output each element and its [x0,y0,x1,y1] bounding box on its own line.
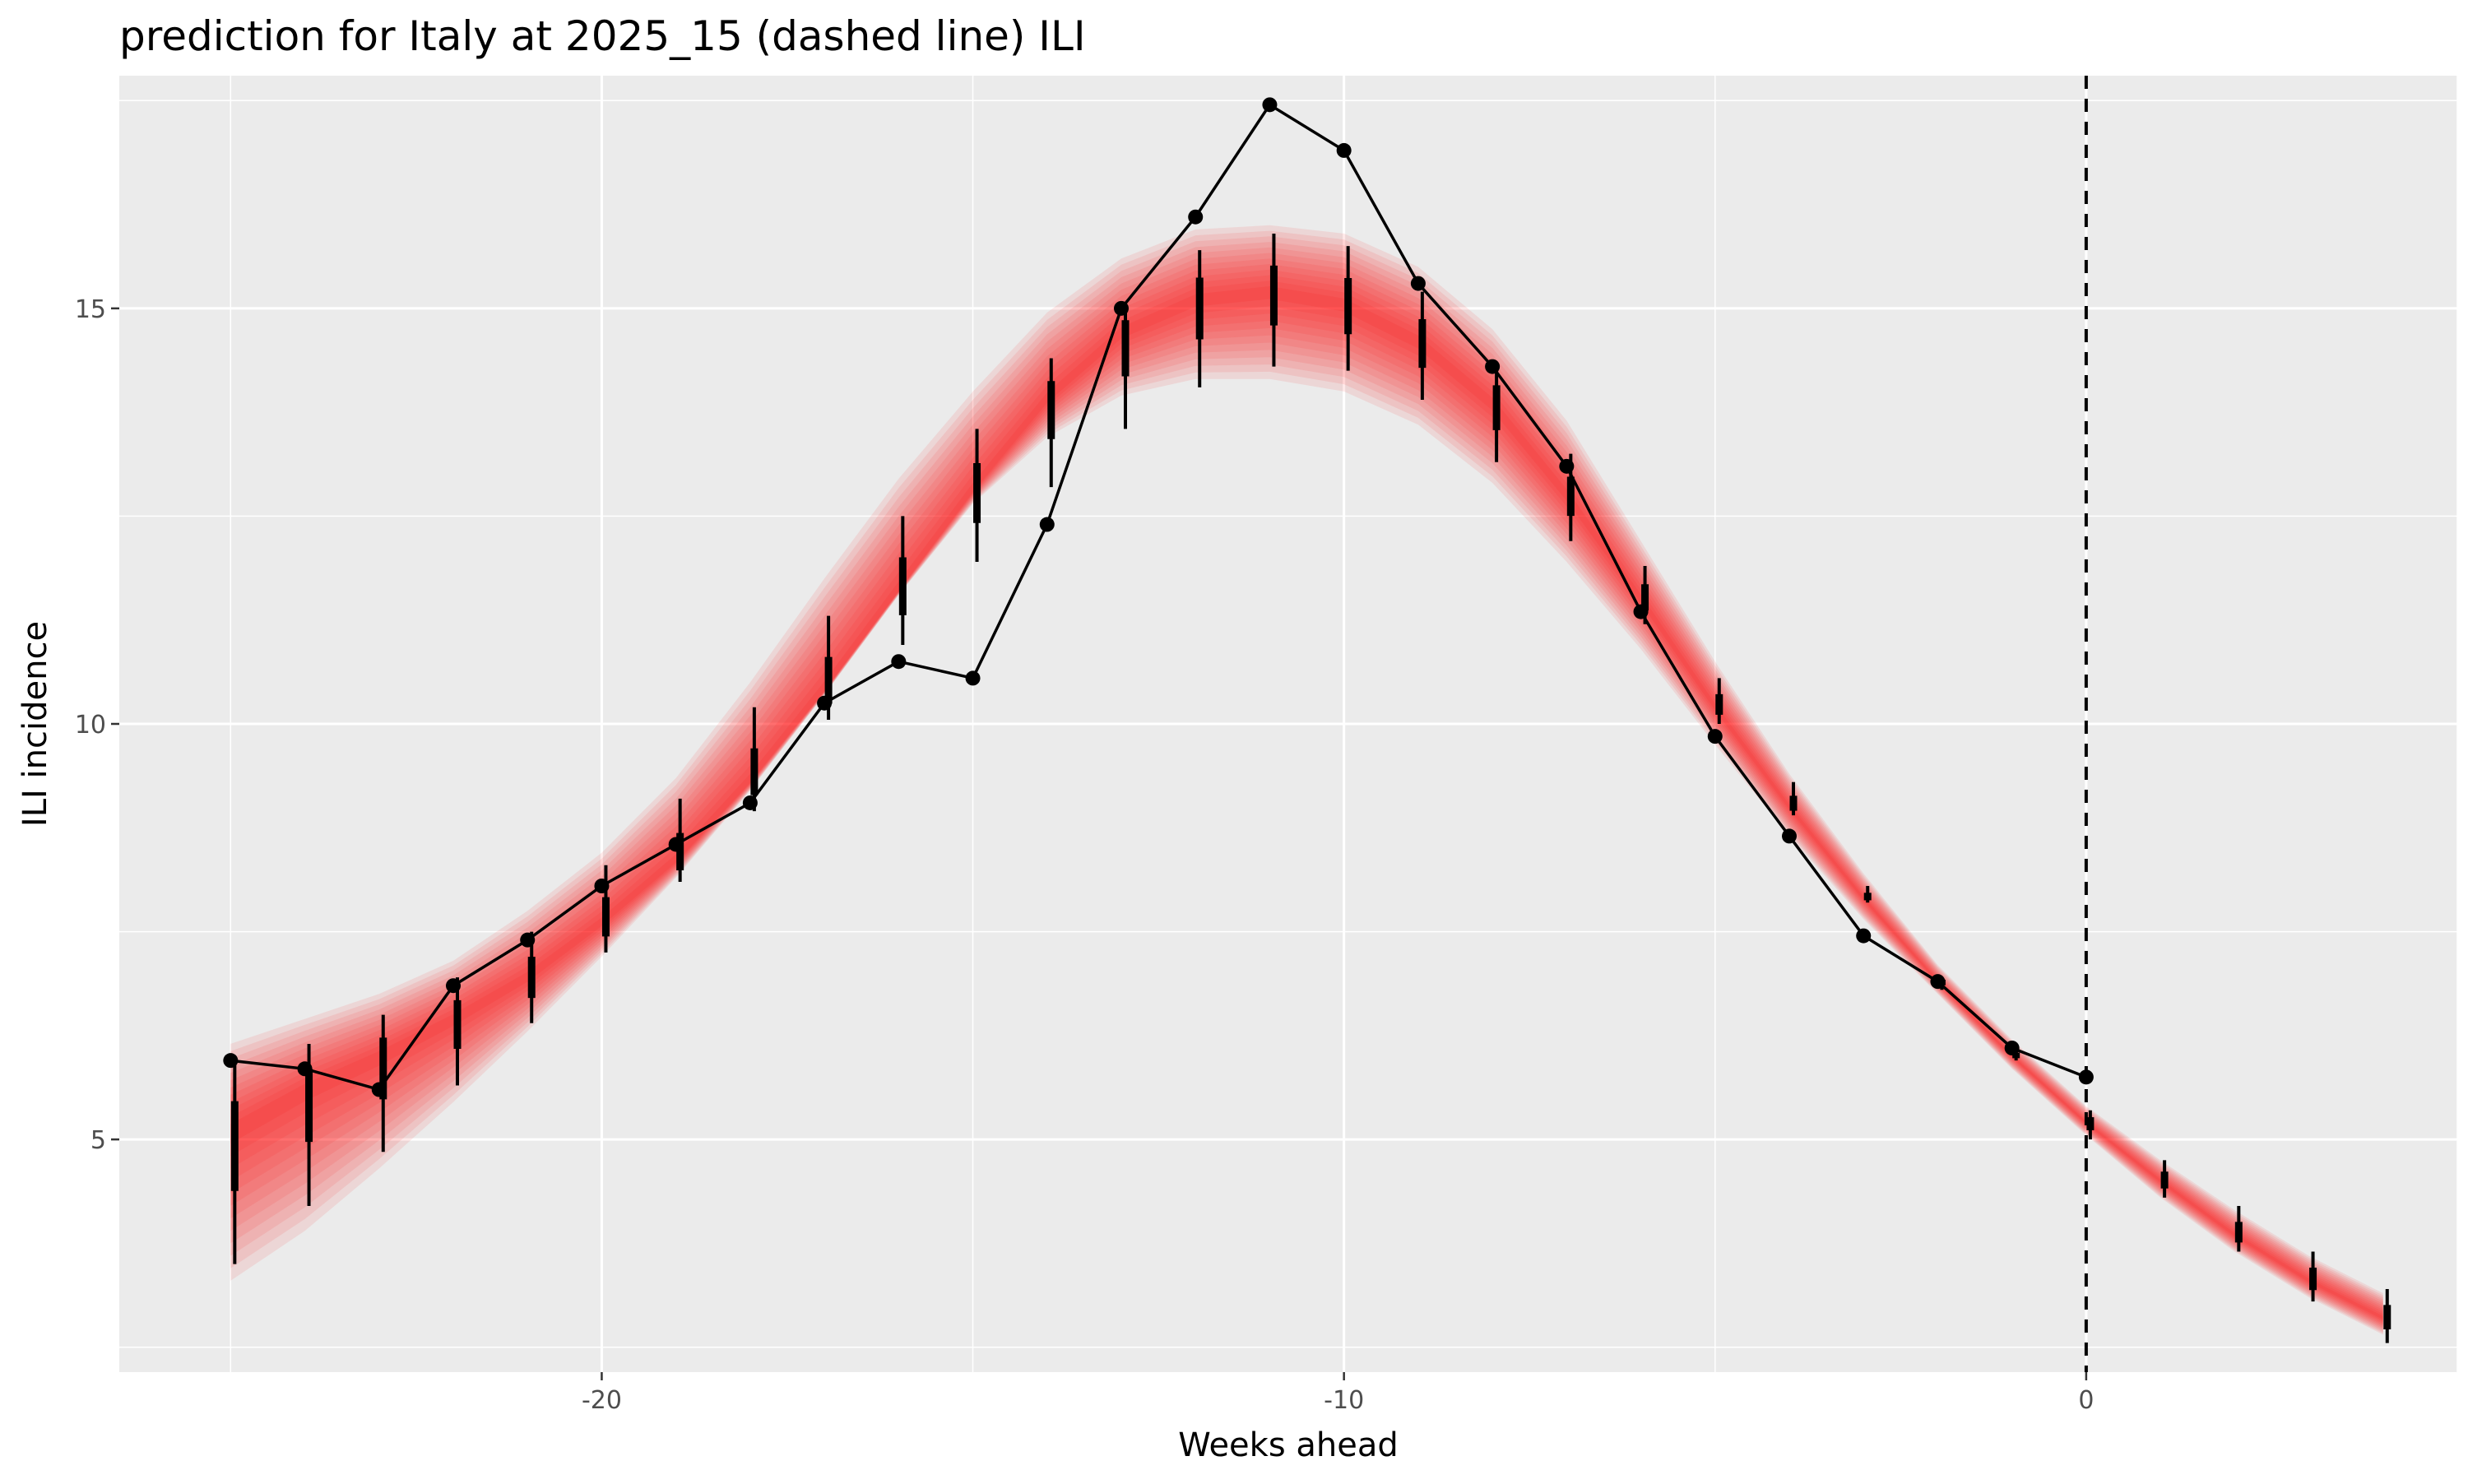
observed-point [223,1053,239,1069]
y-tick-label: 5 [90,1126,106,1155]
observed-point [1559,458,1575,474]
x-tick-label: -10 [1324,1386,1364,1415]
observed-point [965,670,981,686]
y-tick-label: 10 [75,711,106,740]
x-axis: -20 -10 0 [582,1372,2094,1415]
observed-point [446,978,461,994]
observed-point [1114,300,1129,316]
observed-point [2078,1069,2094,1085]
prediction-intervals [230,233,2391,1343]
observed-point [1856,928,1872,944]
observed-point [817,695,833,711]
observed-point [297,1061,313,1077]
observed-point [1039,517,1055,532]
x-tick-label: 0 [2078,1386,2094,1415]
observed-point [1633,604,1649,619]
observed-point [594,879,610,893]
chart-title: prediction for Italy at 2025_15 (dashed … [119,12,1086,60]
observed-point [1707,729,1723,744]
y-tick-label: 15 [75,295,106,324]
observed-point [371,1082,387,1097]
observed-point [1410,276,1426,291]
x-axis-title: Weeks ahead [1178,1426,1399,1464]
observed-point [1262,97,1278,113]
observed-point [1782,828,1797,844]
observed-point [520,932,536,948]
observed-point [1188,209,1204,225]
observed-point [742,795,758,810]
observed-point [1336,142,1352,158]
observed-point [1930,974,1946,990]
y-axis-title: ILI incidence [16,621,54,827]
observed-point [2004,1041,2020,1055]
y-axis: 5 10 15 [75,295,119,1155]
x-tick-label: -20 [582,1386,622,1415]
observed-series [223,97,2094,1097]
observed-line [230,103,2087,1092]
observed-point [891,654,907,670]
observed-point [668,837,684,852]
observed-point [1485,359,1501,374]
